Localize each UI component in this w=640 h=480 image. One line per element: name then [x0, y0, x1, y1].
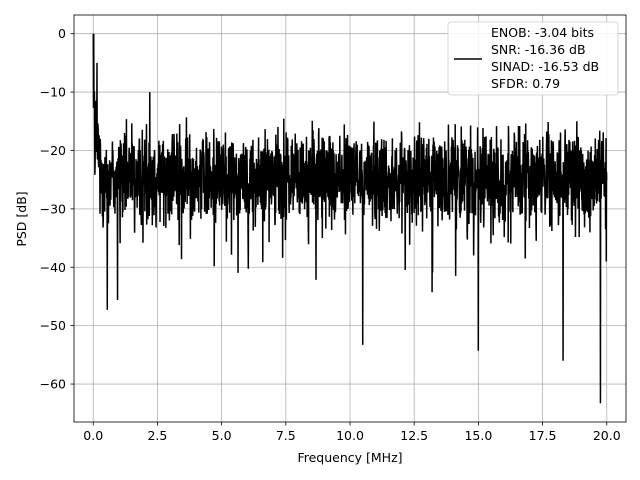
y-tick-label: −10: [40, 85, 66, 100]
legend-snr: SNR: -16.36 dB: [491, 42, 586, 57]
x-tick-label: 0.0: [83, 428, 103, 443]
y-tick-label: −30: [40, 201, 66, 216]
x-tick-label: 5.0: [212, 428, 232, 443]
y-tick-label: −60: [40, 377, 66, 392]
legend-box: [447, 21, 619, 96]
x-axis-ticks: 0.0 2.5 5.0 7.5 10.0 12.5 15.0 17.5 20.0: [83, 422, 621, 443]
x-tick-label: 10.0: [336, 428, 364, 443]
x-tick-label: 12.5: [400, 428, 428, 443]
y-tick-label: 0: [58, 26, 66, 41]
x-tick-label: 15.0: [464, 428, 492, 443]
y-axis-ticks: 0 −10 −20 −30 −40 −50 −60: [40, 26, 74, 392]
y-axis-label: PSD [dB]: [14, 191, 29, 246]
legend-sinad: SINAD: -16.53 dB: [491, 59, 599, 74]
x-tick-label: 20.0: [593, 428, 621, 443]
axes-frame: [73, 14, 627, 423]
psd-series-line: [92, 33, 608, 404]
plot-area: [92, 33, 608, 404]
x-tick-label: 7.5: [276, 428, 296, 443]
legend-sfdr: SFDR: 0.79: [491, 76, 560, 91]
x-tick-label: 17.5: [529, 428, 557, 443]
y-tick-label: −50: [40, 318, 66, 333]
legend: ENOB: -3.04 bits SNR: -16.36 dB SINAD: -…: [447, 21, 619, 96]
y-tick-label: −20: [40, 143, 66, 158]
legend-enob: ENOB: -3.04 bits: [491, 25, 594, 40]
y-tick-label: −40: [40, 260, 66, 275]
x-tick-label: 2.5: [147, 428, 167, 443]
x-axis-label: Frequency [MHz]: [297, 450, 402, 465]
